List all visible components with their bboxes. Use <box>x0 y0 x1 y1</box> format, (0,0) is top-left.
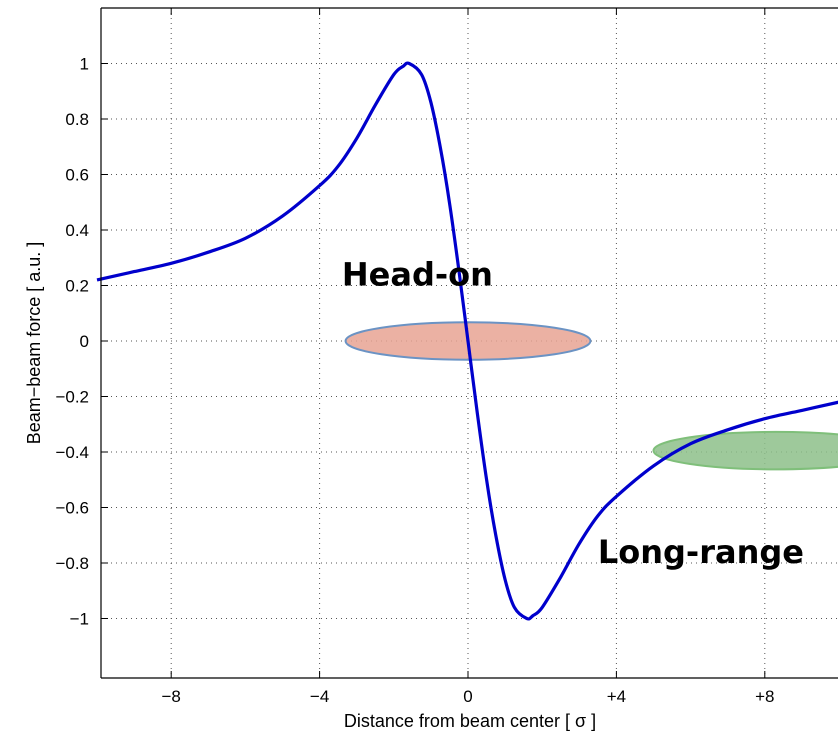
x-tick-label: +4 <box>607 687 626 706</box>
y-tick-label: 0.8 <box>65 110 89 129</box>
x-tick-label: −4 <box>310 687 329 706</box>
y-tick-label: 1 <box>80 55 89 74</box>
y-tick-label: 0 <box>80 332 89 351</box>
y-tick-label: −0.2 <box>55 388 89 407</box>
x-tick-label: −8 <box>162 687 181 706</box>
x-axis-label: Distance from beam center [ σ ] <box>344 711 596 731</box>
axes <box>100 7 838 679</box>
long-range-label: Long-range <box>598 533 804 571</box>
x-tick-label: 0 <box>463 687 472 706</box>
y-axis-label: Beam−beam force [ a.u. ] <box>24 242 44 445</box>
y-tick-label: −1 <box>70 610 89 629</box>
y-tick-label: 0.4 <box>65 221 89 240</box>
y-tick-label: −0.8 <box>55 554 89 573</box>
y-tick-label: 0.2 <box>65 277 89 296</box>
y-tick-label: 0.6 <box>65 166 89 185</box>
x-tick-label: +8 <box>755 687 774 706</box>
y-tick-label: −0.4 <box>55 443 89 462</box>
y-tick-label: −0.6 <box>55 499 89 518</box>
ticks: −8 −4 0 +4 +8 1 0.8 0.6 0.4 0.2 0 −0.2 −0.4 −0.6 −0.8 −… <box>55 8 774 706</box>
annotations: Head-on Long-range <box>342 256 804 572</box>
head-on-label: Head-on <box>342 256 493 294</box>
force-curve-line <box>96 61 838 621</box>
